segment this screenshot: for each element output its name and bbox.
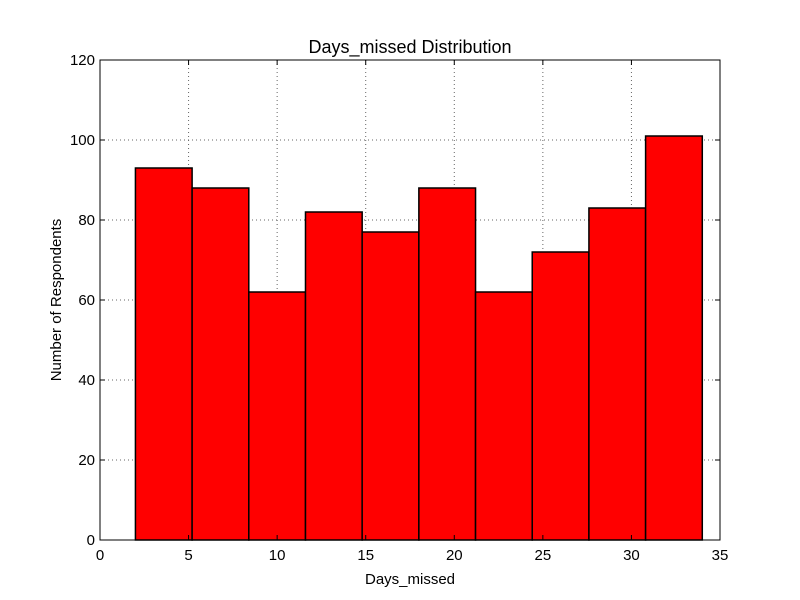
histogram-bar xyxy=(248,291,307,541)
x-axis-label: Days_missed xyxy=(365,571,455,588)
y-tick-label: 60 xyxy=(78,292,95,309)
histogram-bar xyxy=(304,211,363,541)
histogram-bar xyxy=(474,291,533,541)
histogram-bar xyxy=(418,187,477,541)
x-tick-label: 35 xyxy=(712,547,729,564)
ticks: 0 5 10 15 20 25 30 35 0 20 40 60 80 100 120 xyxy=(70,52,728,564)
histogram-bar xyxy=(361,231,420,541)
x-tick-label: 20 xyxy=(446,547,463,564)
y-tick-label: 0 xyxy=(87,532,95,549)
histogram-bar xyxy=(644,135,704,541)
x-tick-label: 25 xyxy=(535,547,552,564)
y-axis-label: Number of Respondents xyxy=(48,219,65,382)
y-tick-label: 100 xyxy=(70,132,95,149)
y-tick-label: 20 xyxy=(78,452,95,469)
x-tick-label: 0 xyxy=(96,547,104,564)
x-tick-label: 30 xyxy=(623,547,640,564)
histogram-bar xyxy=(134,167,193,541)
y-tick-label: 80 xyxy=(78,212,95,229)
x-tick-label: 5 xyxy=(184,547,192,564)
histogram-bar xyxy=(191,187,250,541)
histogram-bar xyxy=(531,251,590,541)
y-tick-label: 120 xyxy=(70,52,95,69)
chart-title: Days_missed Distribution xyxy=(308,37,511,58)
histogram-bar xyxy=(588,207,647,541)
x-tick-label: 15 xyxy=(357,547,374,564)
y-tick-label: 40 xyxy=(78,372,95,389)
x-tick-label: 10 xyxy=(269,547,286,564)
bars xyxy=(134,135,704,541)
